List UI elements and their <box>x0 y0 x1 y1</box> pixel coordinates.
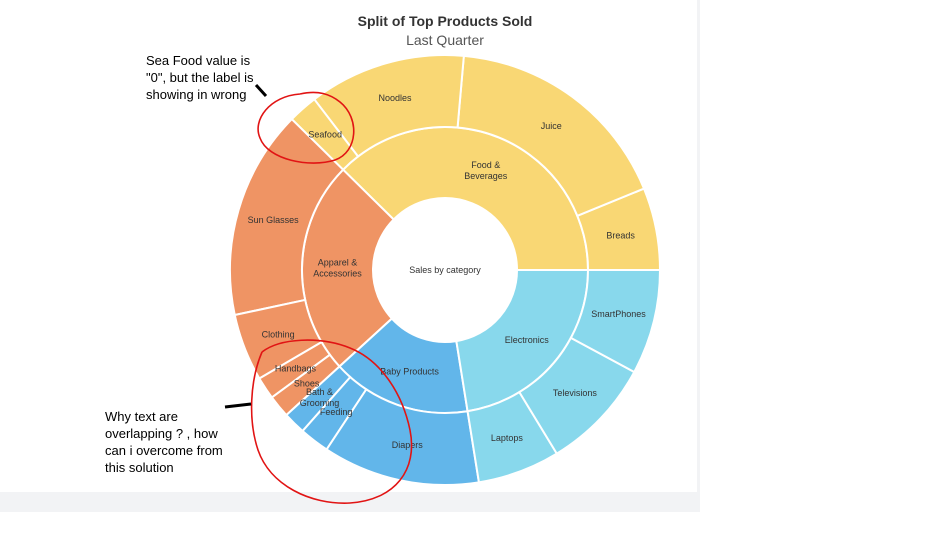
annotation-circle-seafood <box>257 91 355 164</box>
center-label: Sales by category <box>409 265 481 275</box>
category-label-food-beverages: Food & Beverages <box>464 160 508 181</box>
product-label-diapers: Diapers <box>392 440 424 450</box>
panel-right-edge <box>697 0 700 512</box>
panel-bottom-edge <box>0 492 700 512</box>
product-label-televisions: Televisions <box>553 388 598 398</box>
outer-ring <box>229 54 662 487</box>
segment-labels: Food & Beverages Breads Juice Noodles Seafood… <box>248 93 647 450</box>
product-label-bath-grooming: Bath & Grooming <box>300 387 340 408</box>
product-label-laptops: Laptops <box>491 433 524 443</box>
product-segment-smartphones[interactable] <box>569 269 662 374</box>
product-label-handbags: Handbags <box>275 363 317 373</box>
product-label-breads: Breads <box>606 230 635 240</box>
product-label-juice: Juice <box>541 121 562 131</box>
category-label-electronics: Electronics <box>505 335 550 345</box>
product-label-seafood: Seafood <box>308 129 342 139</box>
annotation-note-top: Sea Food value is "0", but the label is … <box>146 53 254 102</box>
product-label-clothing: Clothing <box>262 330 295 340</box>
annotation-arrow-top <box>254 83 268 98</box>
chart-subtitle: Last Quarter <box>406 32 484 48</box>
product-label-shoes: Shoes <box>294 379 320 389</box>
category-label-apparel-accessories: Apparel & Accessories <box>313 258 362 279</box>
category-label-baby-products: Baby Products <box>380 366 439 376</box>
inner-ring <box>301 126 590 414</box>
product-label-noodles: Noodles <box>379 93 413 103</box>
annotation-markup <box>224 83 413 504</box>
product-label-smartphones: SmartPhones <box>591 309 646 319</box>
chart-title: Split of Top Products Sold <box>357 13 533 29</box>
product-label-sun-glasses: Sun Glasses <box>248 215 300 225</box>
product-label-feeding: Feeding <box>320 407 353 417</box>
annotation-circle-overlap <box>250 339 413 504</box>
annotation-arrow-bottom <box>224 402 252 409</box>
annotation-note-bottom: Why text are overlapping ? , how can i o… <box>105 409 223 475</box>
